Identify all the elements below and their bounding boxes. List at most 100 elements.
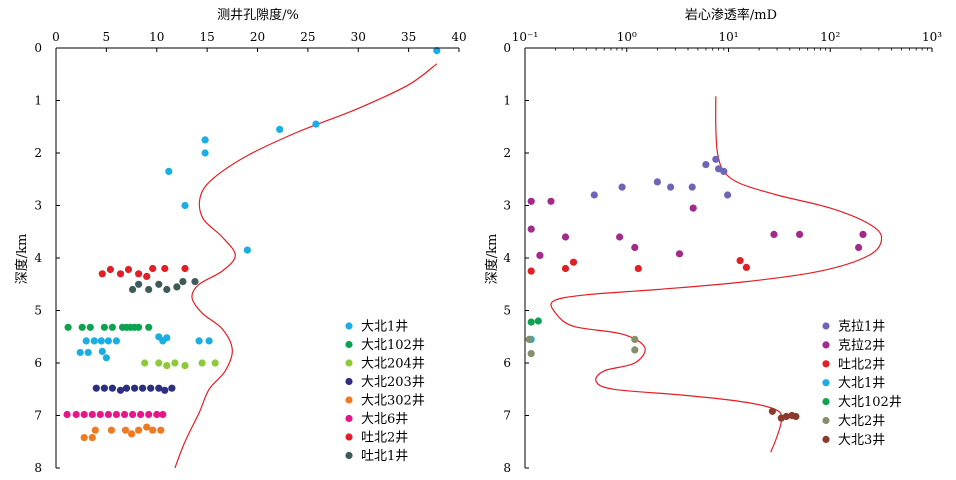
data-point: [796, 230, 804, 238]
data-point: [149, 426, 157, 434]
data-point: [163, 285, 171, 294]
data-point: [770, 230, 778, 238]
data-point: [211, 359, 219, 367]
data-point: [147, 384, 155, 392]
data-point: [143, 272, 151, 280]
trend-curve: [550, 96, 883, 453]
data-point: [736, 257, 744, 265]
data-point: [631, 243, 639, 252]
data-point: [92, 384, 100, 392]
y-tick-label: 5: [503, 304, 511, 318]
data-point: [72, 410, 80, 419]
data-point: [536, 251, 544, 259]
data-point: [527, 197, 535, 205]
data-point: [561, 233, 570, 241]
data-point: [145, 285, 153, 294]
legend-label: 大北203井: [361, 375, 425, 390]
data-point: [675, 250, 684, 258]
data-point: [106, 265, 114, 274]
data-point: [547, 197, 555, 205]
data-point: [143, 423, 151, 431]
legend-marker: [822, 435, 830, 443]
data-point: [724, 191, 732, 199]
data-point: [168, 384, 176, 392]
legend-marker: [345, 396, 353, 404]
data-point: [135, 323, 143, 331]
legend-label: 大北1井: [361, 320, 408, 335]
data-point: [64, 323, 72, 331]
data-point: [63, 410, 71, 419]
x-tick-label: 20: [250, 30, 265, 44]
data-point: [312, 120, 320, 128]
data-point: [141, 359, 149, 367]
x-tick-label: 5: [103, 30, 111, 44]
y-tick-label: 7: [503, 409, 511, 423]
legend-marker: [822, 416, 830, 425]
data-point: [135, 270, 143, 278]
data-point: [527, 350, 535, 358]
data-point: [618, 183, 626, 191]
data-point: [631, 335, 639, 343]
data-point: [139, 384, 147, 392]
data-point: [102, 354, 110, 362]
data-point: [108, 384, 116, 392]
x-tick-label: 30: [351, 30, 366, 44]
data-point: [88, 410, 96, 419]
data-point: [86, 323, 94, 331]
data-point: [198, 359, 206, 367]
data-point: [112, 410, 120, 419]
x-tick-label: 10²: [820, 30, 840, 44]
legend-label: 大北6井: [361, 412, 408, 427]
y-tick-label: 8: [503, 461, 511, 475]
data-point: [149, 264, 157, 273]
data-point: [155, 384, 163, 392]
y-tick-label: 1: [503, 94, 511, 108]
data-point: [527, 267, 535, 275]
y-tick-label: 1: [34, 94, 42, 108]
data-point: [129, 285, 137, 294]
data-point: [173, 283, 181, 291]
data-point: [768, 407, 777, 415]
y-tick-label: 5: [34, 304, 42, 318]
legend-label: 吐北2井: [838, 357, 885, 372]
data-point: [145, 323, 153, 331]
x-tick-label: 10⁰: [617, 30, 637, 44]
data-point: [667, 183, 675, 191]
data-point: [76, 348, 84, 357]
data-point: [742, 263, 751, 271]
data-point: [116, 270, 125, 278]
data-point: [855, 243, 863, 252]
x-tick-label: 35: [401, 30, 416, 44]
data-point: [161, 264, 169, 273]
legend-marker: [345, 451, 353, 460]
data-point: [205, 337, 213, 345]
data-point: [634, 264, 642, 273]
data-point: [82, 337, 90, 345]
data-point: [181, 264, 189, 273]
x-tick-label: 40: [451, 30, 466, 44]
data-point: [121, 426, 130, 434]
trend-curve: [174, 63, 438, 469]
y-tick-label: 3: [503, 199, 511, 213]
data-point: [97, 337, 105, 345]
data-point: [88, 434, 96, 442]
data-point: [527, 225, 535, 233]
legend-label: 克拉1井: [838, 320, 885, 335]
data-point: [135, 280, 143, 288]
data-point: [653, 178, 662, 186]
data-point: [527, 318, 535, 326]
data-point: [104, 337, 112, 345]
x-tick-label: 25: [300, 30, 315, 44]
data-point: [171, 359, 179, 367]
data-point: [80, 434, 88, 442]
data-point: [98, 347, 106, 355]
y-tick-label: 0: [34, 41, 42, 55]
y-tick-label: 6: [503, 356, 511, 370]
data-point: [96, 410, 104, 419]
data-point: [792, 412, 800, 421]
y-tick-label: 4: [34, 251, 42, 265]
y-tick-label: 4: [503, 251, 511, 265]
data-point: [155, 359, 163, 367]
data-point: [163, 334, 171, 342]
